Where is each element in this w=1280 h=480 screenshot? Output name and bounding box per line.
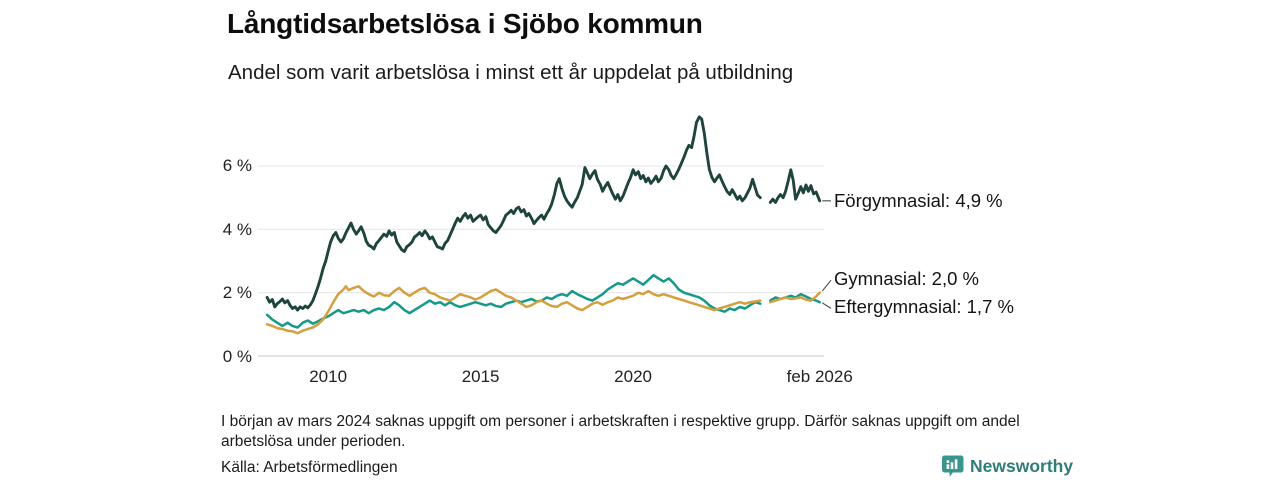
y-axis-tick-2%: 2 % [222,283,252,303]
leader-line [821,302,832,309]
y-axis-tick-4%: 4 % [222,219,252,239]
chart-subtitle: Andel som varit arbetslösa i minst ett å… [228,61,794,84]
x-axis-tick-2015: 2015 [461,367,500,386]
newsworthy-wordmark: Newsworthy [970,455,1074,476]
footnote: I början av mars 2024 saknas uppgift om … [221,413,1020,451]
series-lines [265,115,822,335]
series-annotation-förgymnasial: Förgymnasial: 4,9 % [834,189,1003,211]
series-line-eftergymnasial [265,273,821,329]
x-axis-tick-feb-2026: feb 2026 [786,367,853,386]
annotation-leader-lines [821,200,832,309]
series-annotation-gymnasial: Gymnasial: 2,0 % [834,268,979,290]
leader-line [821,279,832,292]
gridlines [258,165,824,357]
x-axis-tick-2020: 2020 [614,367,652,386]
series-line-förgymnasial [265,115,822,312]
y-axis-tick-0%: 0 % [222,346,252,366]
y-axis-tick-6%: 6 % [222,156,252,176]
series-line-gymnasial [265,285,821,335]
series-annotation-eftergymnasial: Eftergymnasial: 1,7 % [834,296,1014,318]
newsworthy-icon [942,455,964,477]
newsworthy-logo: Newsworthy [941,454,1073,478]
x-axis-tick-2010: 2010 [309,367,348,386]
page-title: Långtidsarbetslösa i Sjöbo kommun [227,8,703,39]
source-note: Källa: Arbetsförmedlingen [221,459,398,476]
